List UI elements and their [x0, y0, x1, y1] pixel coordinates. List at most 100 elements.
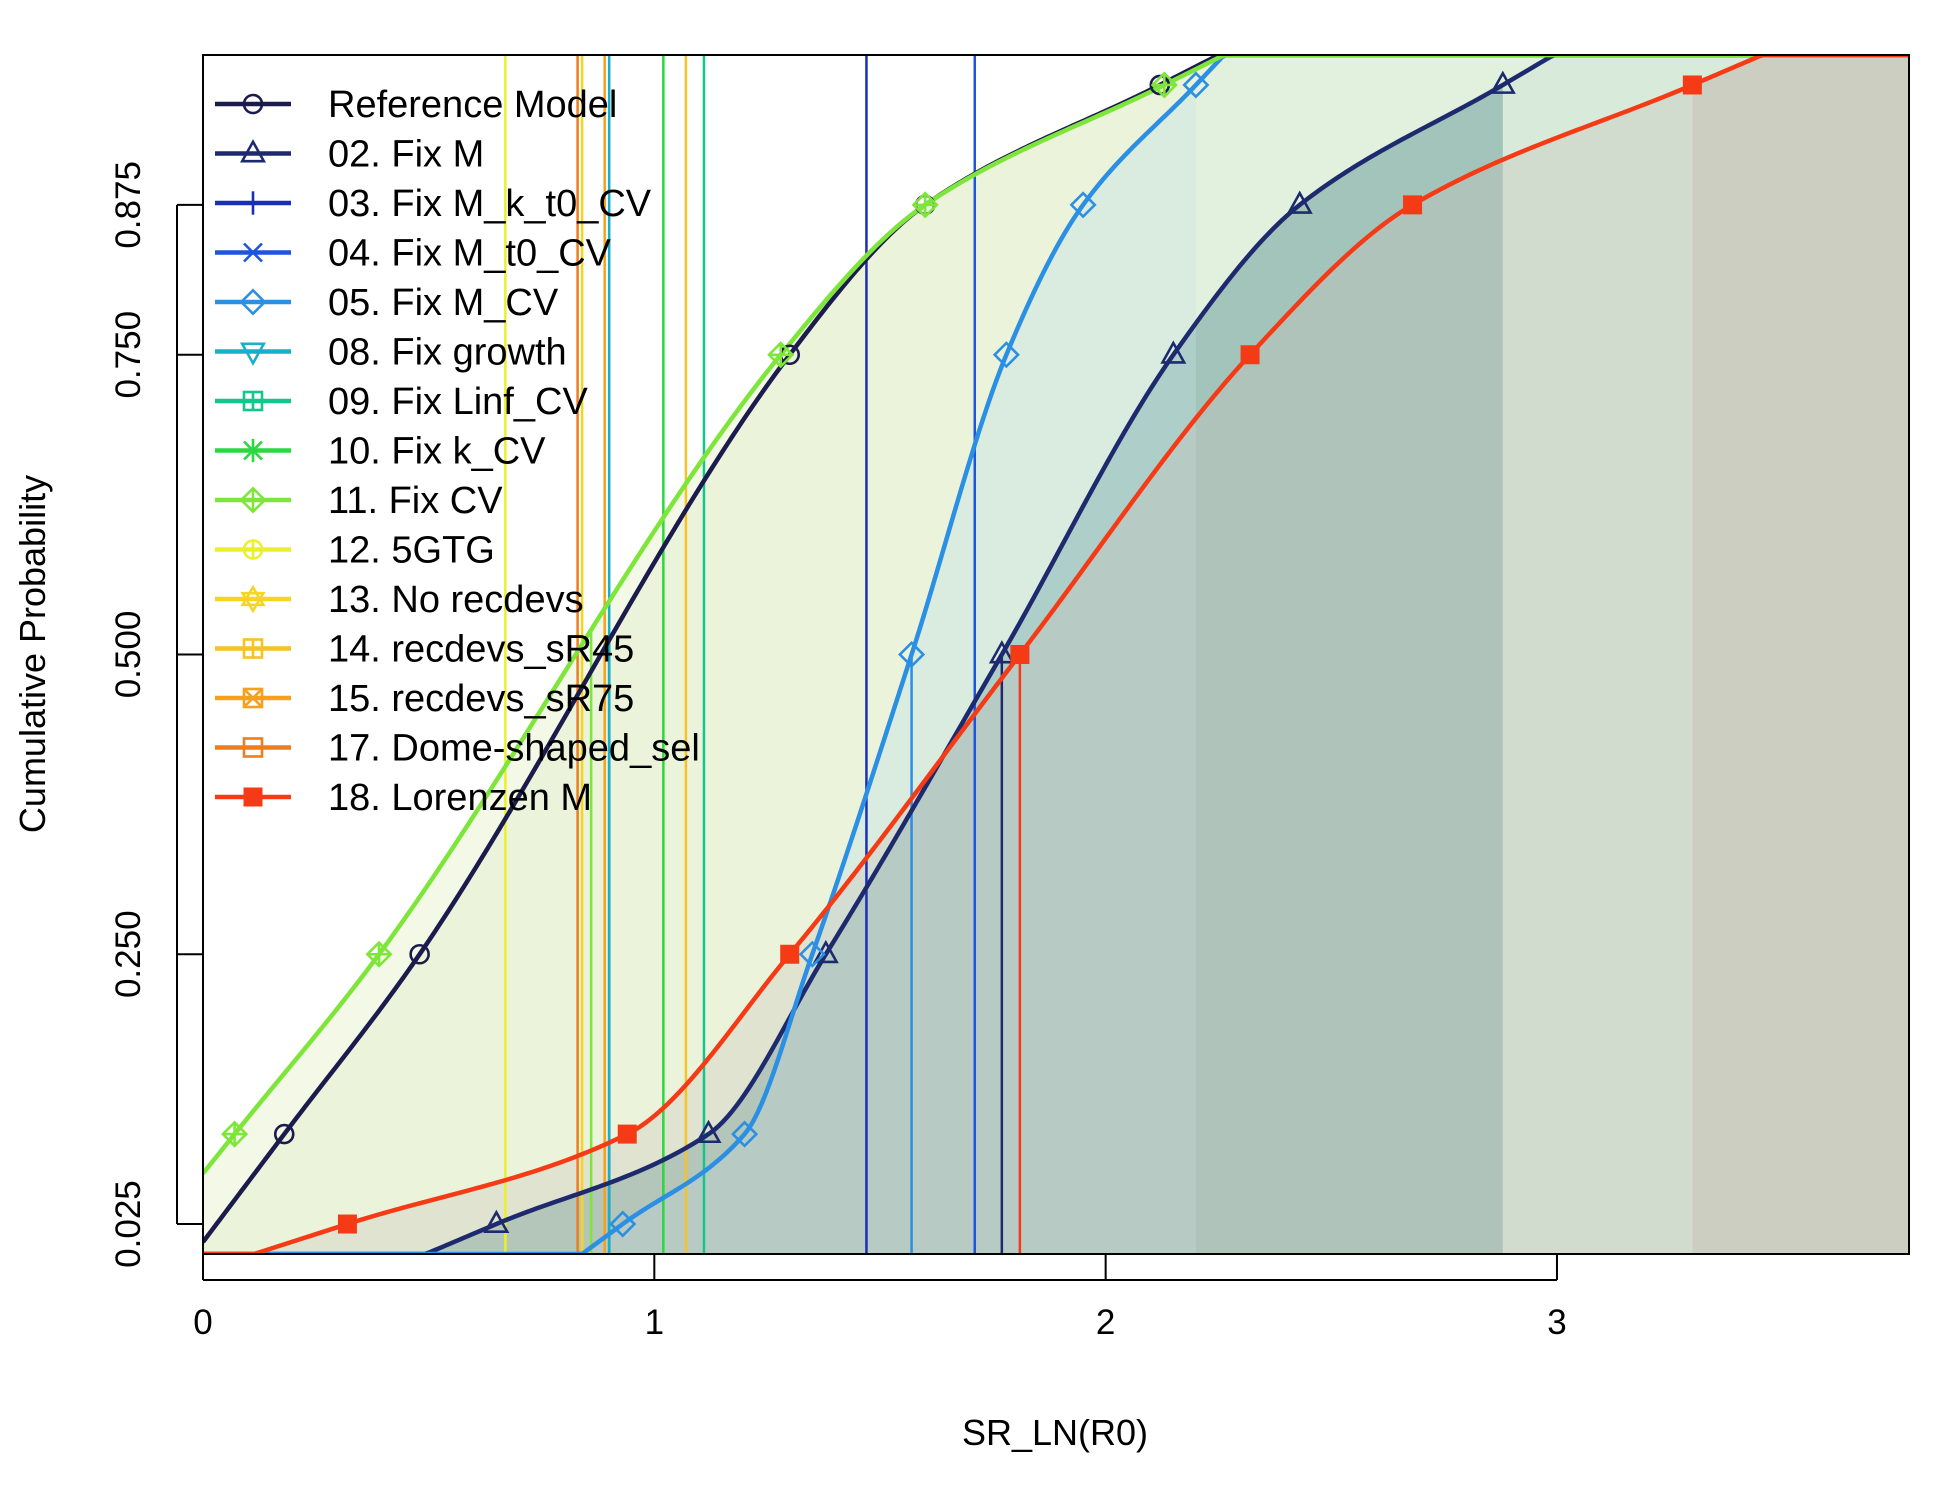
lower-shade-05-fix-m-cv	[203, 84, 1196, 1254]
legend-label: 17. Dome-shaped_sel	[328, 728, 700, 770]
point-18-lorenzen-m-6	[1682, 75, 1702, 95]
marker-square	[242, 737, 264, 758]
marker-diamond	[798, 940, 826, 968]
legend-marker	[242, 93, 264, 115]
marker-x-b	[243, 440, 263, 461]
point-18-lorenzen-m-1	[617, 1124, 637, 1144]
marker-square	[242, 687, 264, 709]
x-tick-label-1: 1	[645, 1303, 664, 1342]
legend-marker	[239, 139, 267, 163]
point-05-fix-m-cv-0	[609, 1210, 637, 1238]
marker-square-filled	[780, 944, 800, 964]
legend-item-05-fix-m-cv: 05. Fix M_CV	[215, 282, 559, 324]
shade-11-fix-cv	[203, 55, 1909, 1254]
point-05-fix-m-cv-2	[798, 940, 826, 968]
legend-marker	[239, 342, 267, 366]
legend-item-18-lorenzen-m: 18. Lorenzen M	[215, 777, 592, 819]
y-axis-title: Cumulative Probability	[12, 475, 53, 833]
legend-item-08-fix-growth: 08. Fix growth	[215, 332, 567, 374]
point-02-fix-m-3	[988, 640, 1015, 664]
legend-marker	[241, 438, 265, 463]
shade-18-lorenzen-m	[1692, 55, 1909, 1254]
legend-marker	[243, 787, 263, 807]
legend-item-04-fix-m-t0-cv: 04. Fix M_t0_CV	[215, 233, 612, 275]
y-tick-label-2: 0.500	[109, 611, 148, 699]
x-tick-label-2: 2	[1096, 1303, 1115, 1342]
point-05-fix-m-cv-1	[731, 1120, 759, 1148]
y-tick-label-1: 0.250	[109, 910, 148, 998]
legend-marker	[239, 288, 267, 316]
marker-triangle-down	[239, 342, 267, 366]
marker-triangle	[695, 1119, 722, 1144]
y-tick-label-3: 0.750	[109, 311, 148, 399]
curve-11-fix-cv	[203, 55, 1909, 1175]
legend-marker	[242, 737, 264, 758]
marker-diamond	[1182, 71, 1210, 99]
legend-label: 08. Fix growth	[328, 332, 567, 374]
x-tick-label-3: 3	[1547, 1303, 1566, 1342]
marker-circle	[273, 1123, 295, 1145]
point-02-fix-m-5	[1286, 190, 1313, 214]
point-18-lorenzen-m-0	[337, 1214, 357, 1234]
marker-triangle	[239, 139, 267, 163]
legend-label: 09. Fix Linf_CV	[328, 381, 588, 423]
point-05-fix-m-cv-4	[992, 341, 1020, 369]
legend-marker	[242, 539, 264, 560]
lower-shade-18-lorenzen-m	[203, 84, 1693, 1254]
legend-label: 02. Fix M	[328, 134, 484, 176]
shaded-regions	[203, 55, 1909, 1254]
marker-square-filled	[1682, 75, 1702, 95]
legend-item-09-fix-linf-cv: 09. Fix Linf_CV	[215, 381, 588, 423]
legend-item-17-dome-shaped-sel: 17. Dome-shaped_sel	[215, 728, 700, 770]
legend-marker	[242, 687, 264, 709]
legend-label: 18. Lorenzen M	[328, 777, 592, 819]
axes: 0 1 2 3 0.025 0.250 0.500 0.750 0.875	[109, 161, 1567, 1342]
legend-label: 10. Fix k_CV	[328, 431, 546, 473]
marker-circle	[409, 943, 430, 965]
point-11-fix-cv-0	[221, 1120, 249, 1148]
y-tick-label-4: 0.875	[109, 161, 148, 249]
marker-square-filled	[1010, 645, 1030, 664]
point-reference-model-1	[409, 943, 430, 965]
curve-05-fix-m-cv	[203, 55, 1909, 1254]
point-02-fix-m-4	[1160, 340, 1187, 364]
legend-marker	[241, 191, 265, 215]
legend-marker	[242, 390, 264, 412]
legend-label: 15. recdevs_sR75	[328, 678, 634, 720]
marker-square-filled	[243, 787, 263, 807]
legend-label: 03. Fix M_k_t0_CV	[328, 183, 652, 225]
marker-circle	[242, 93, 264, 115]
legend-item-03-fix-m-k-t0-cv: 03. Fix M_k_t0_CV	[215, 183, 652, 225]
legend-label: 05. Fix M_CV	[328, 282, 559, 324]
marker-square-filled	[337, 1214, 357, 1234]
marker-x-b	[243, 242, 263, 263]
legend-item-reference-model: Reference Model	[215, 84, 617, 126]
marker-triangle	[483, 1209, 510, 1233]
legend-label: 13. No recdevs	[328, 579, 584, 621]
curve-18-lorenzen-m	[203, 55, 1909, 1254]
marker-diamond	[1069, 191, 1097, 219]
marker-diamond	[609, 1210, 637, 1238]
marker-square-filled	[1403, 195, 1423, 215]
legend-label: 14. recdevs_sR45	[328, 629, 634, 671]
marker-triangle-down	[240, 591, 266, 614]
marker-triangle	[1160, 340, 1187, 364]
marker-diamond	[898, 640, 926, 669]
legend-item-12-5gtg: 12. 5GTG	[215, 530, 495, 572]
legend-marker	[242, 638, 264, 659]
marker-diamond	[992, 341, 1020, 369]
point-05-fix-m-cv-3	[898, 640, 926, 669]
marker-triangle	[1489, 70, 1516, 94]
point-02-fix-m-1	[695, 1119, 722, 1144]
legend-item-10-fix-k-cv: 10. Fix k_CV	[215, 431, 546, 473]
marker-square-filled	[1240, 345, 1260, 365]
point-18-lorenzen-m-5	[1403, 195, 1423, 215]
curve-markers	[221, 70, 1702, 1238]
marker-triangle	[988, 640, 1015, 664]
point-11-fix-cv-1	[365, 940, 393, 968]
x-axis-title: SR_LN(R0)	[962, 1412, 1148, 1453]
point-18-lorenzen-m-3	[1010, 645, 1030, 664]
marker-x-b	[243, 688, 263, 708]
